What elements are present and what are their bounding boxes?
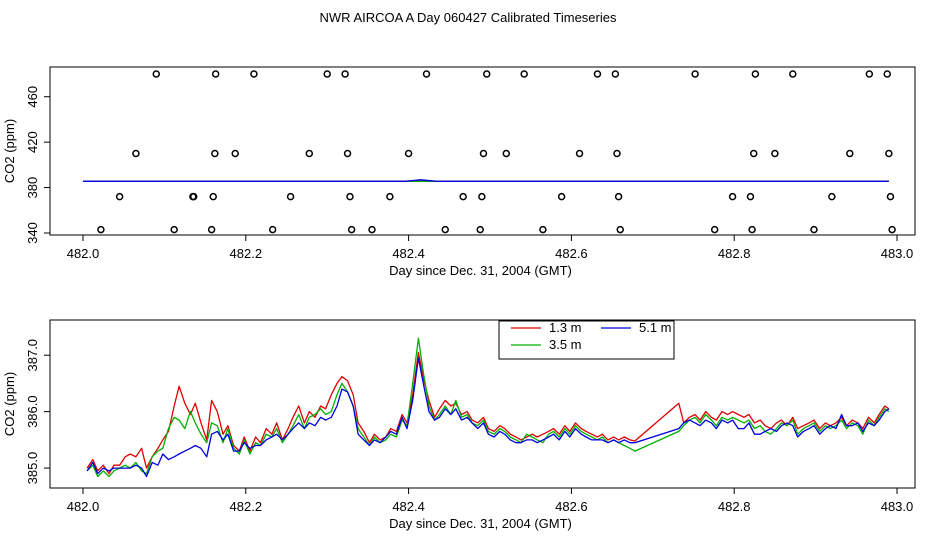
data-point (343, 149, 352, 158)
x-tick-label: 482.0 (67, 246, 100, 261)
data-point (613, 149, 621, 158)
x-tick-label: 482.4 (392, 499, 425, 514)
y-tick-label: 386.0 (25, 395, 40, 428)
x-axis-label: Day since Dec. 31, 2004 (GMT) (389, 516, 572, 531)
y-tick-label: 460 (25, 86, 40, 108)
data-point (209, 192, 217, 201)
x-tick-label: 482.8 (718, 499, 751, 514)
data-point (865, 70, 874, 78)
bottom-panel-timeseries: 482.0 482.2 482.4 482.6 482.8 483.0 Day since … (2, 319, 916, 531)
data-point (368, 225, 376, 234)
x-tick-label: 483.0 (881, 499, 914, 514)
data-point (132, 149, 140, 158)
data-point (539, 225, 547, 234)
series-line (86, 351, 890, 475)
data-point (616, 225, 624, 234)
data-point (593, 70, 602, 78)
data-point (810, 225, 818, 234)
data-point (746, 192, 755, 201)
y-tick-label: 385.0 (25, 452, 40, 485)
data-point (152, 70, 161, 78)
series-line (86, 337, 890, 478)
data-point (611, 70, 620, 78)
y-tick-label: 380 (25, 177, 40, 199)
data-point (789, 70, 797, 78)
data-point (828, 192, 836, 201)
y-axis-label: CO2 (ppm) (2, 372, 17, 436)
legend: 1.3 m 5.1 m 3.5 m (498, 320, 675, 360)
data-point (115, 192, 124, 201)
data-layer (86, 337, 890, 478)
y-axis-label: CO2 (ppm) (2, 119, 17, 183)
data-point (771, 149, 779, 158)
data-point (347, 225, 356, 234)
data-point (728, 192, 737, 201)
data-point (885, 149, 893, 158)
x-tick-label: 482.0 (67, 499, 100, 514)
data-point (749, 149, 758, 158)
data-point (346, 192, 354, 201)
x-tick-label: 482.2 (230, 246, 263, 261)
y-tick-label: 387.0 (25, 339, 40, 372)
data-point (476, 225, 484, 234)
data-point (888, 225, 896, 234)
data-point (323, 70, 331, 78)
data-point (250, 70, 258, 78)
x-tick-label: 482.6 (555, 499, 588, 514)
x-tick-label: 482.4 (392, 246, 425, 261)
series-line (86, 357, 890, 478)
y-tick-label: 340 (25, 222, 40, 244)
data-point (305, 149, 314, 158)
plot-frame (49, 319, 916, 489)
data-point (268, 225, 277, 234)
top-panel-scatter: 482.0 482.2 482.4 482.6 482.8 483.0 Day since … (2, 66, 916, 278)
data-line (83, 179, 889, 182)
x-tick-label: 482.6 (555, 246, 588, 261)
data-point (883, 70, 891, 78)
data-point (207, 225, 216, 234)
data-point (614, 192, 623, 201)
data-point (211, 70, 220, 78)
x-tick-label: 482.2 (230, 499, 263, 514)
x-tick-label: 482.8 (718, 246, 751, 261)
data-point (846, 149, 854, 158)
data-point (479, 149, 488, 158)
legend-box (498, 320, 675, 360)
data-point (520, 70, 528, 78)
data-point (691, 70, 699, 78)
data-point (482, 70, 491, 78)
data-point (386, 192, 394, 201)
legend-label: 1.3 m (549, 320, 582, 335)
data-point (710, 225, 719, 234)
data-point (404, 149, 413, 158)
plot-frame (49, 66, 916, 236)
data-point (557, 192, 566, 201)
legend-label: 5.1 m (639, 320, 672, 335)
data-layer (83, 179, 889, 183)
data-point (286, 192, 295, 201)
data-point (211, 149, 219, 158)
chart-title: NWR AIRCOA A Day 060427 Calibrated Times… (320, 10, 617, 25)
data-point (478, 192, 486, 201)
data-point (459, 192, 467, 201)
data-point (502, 149, 511, 158)
data-point (441, 225, 449, 234)
x-axis-label: Day since Dec. 31, 2004 (GMT) (389, 263, 572, 278)
data-point (575, 149, 584, 158)
data-point (97, 225, 105, 234)
data-point (231, 149, 239, 158)
data-point (170, 225, 178, 234)
data-point (748, 225, 756, 234)
legend-label: 3.5 m (549, 337, 582, 352)
data-point (886, 192, 895, 201)
x-tick-label: 483.0 (881, 246, 914, 261)
data-point (751, 70, 760, 78)
y-tick-label: 420 (25, 131, 40, 153)
data-point (422, 70, 431, 78)
data-point (189, 192, 198, 201)
data-point (341, 70, 349, 78)
